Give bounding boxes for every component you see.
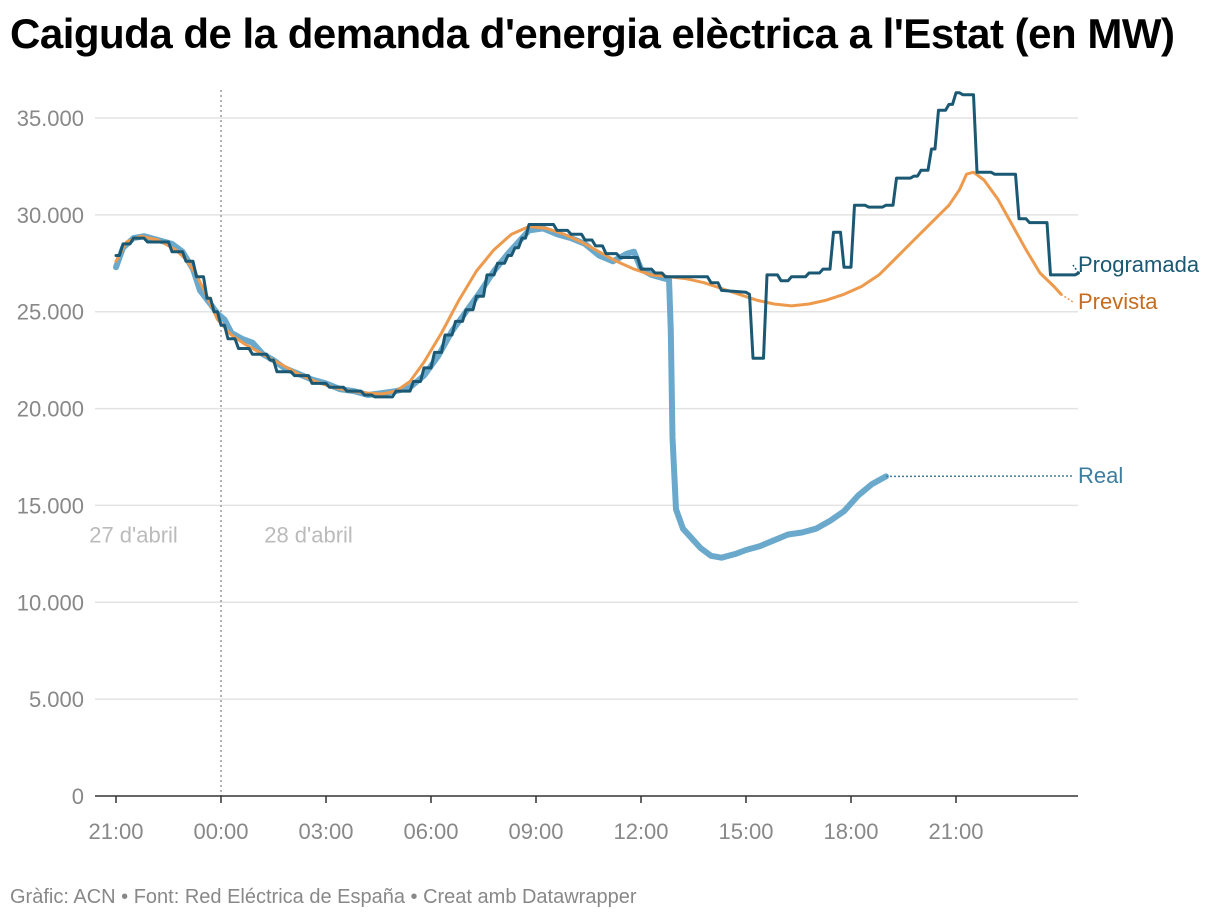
series-prevista-line	[114, 170, 1063, 396]
y-tick-label: 0	[72, 784, 84, 809]
series-labels: Programada Prevista Real	[885, 252, 1200, 488]
x-tick-label: 12:00	[613, 819, 668, 844]
x-tick-label: 03:00	[298, 819, 353, 844]
x-tick-label: 18:00	[823, 819, 878, 844]
y-tick-label: 30.000	[17, 203, 84, 228]
day-label: 27 d'abril	[89, 522, 178, 547]
chart-footer: Gràfic: ACN • Font: Red Eléctrica de Esp…	[10, 886, 637, 908]
series-programada-connector	[1072, 264, 1080, 274]
y-tick-label: 20.000	[17, 397, 84, 422]
chart-title: Caiguda de la demanda d'energia elèctric…	[10, 10, 1175, 57]
day-label: 28 d'abril	[264, 522, 353, 547]
y-tick-label: 5.000	[29, 687, 84, 712]
axes: 0 5.000 10.000 15.000 20.000 25.000 30.000 35.0…	[17, 106, 1078, 844]
x-tick-label: 15:00	[718, 819, 773, 844]
series-programada-line	[114, 91, 1080, 399]
y-tick-label: 35.000	[17, 106, 84, 131]
grid-lines	[95, 117, 1078, 700]
day-divider: 27 d'abril 28 d'abril	[89, 90, 353, 796]
series-real-label: Real	[1078, 463, 1123, 488]
x-tick-label: 09:00	[508, 819, 563, 844]
y-tick-label: 15.000	[17, 493, 84, 518]
series-prevista-label: Prevista	[1078, 289, 1158, 314]
x-tick-label: 06:00	[403, 819, 458, 844]
x-tick-label: 21:00	[88, 819, 143, 844]
line-chart: 27 d'abril 28 d'abril 05.00010.00015.0002…	[17, 90, 1200, 844]
series-real-line	[113, 225, 889, 561]
series-lines	[113, 91, 1080, 561]
series-prevista-connector	[1060, 293, 1074, 303]
y-tick-label: 25.000	[17, 300, 84, 325]
x-tick-label: 21:00	[928, 819, 983, 844]
x-tick-label: 00:00	[193, 819, 248, 844]
series-programada-label: Programada	[1078, 252, 1200, 277]
y-tick-label: 10.000	[17, 590, 84, 615]
